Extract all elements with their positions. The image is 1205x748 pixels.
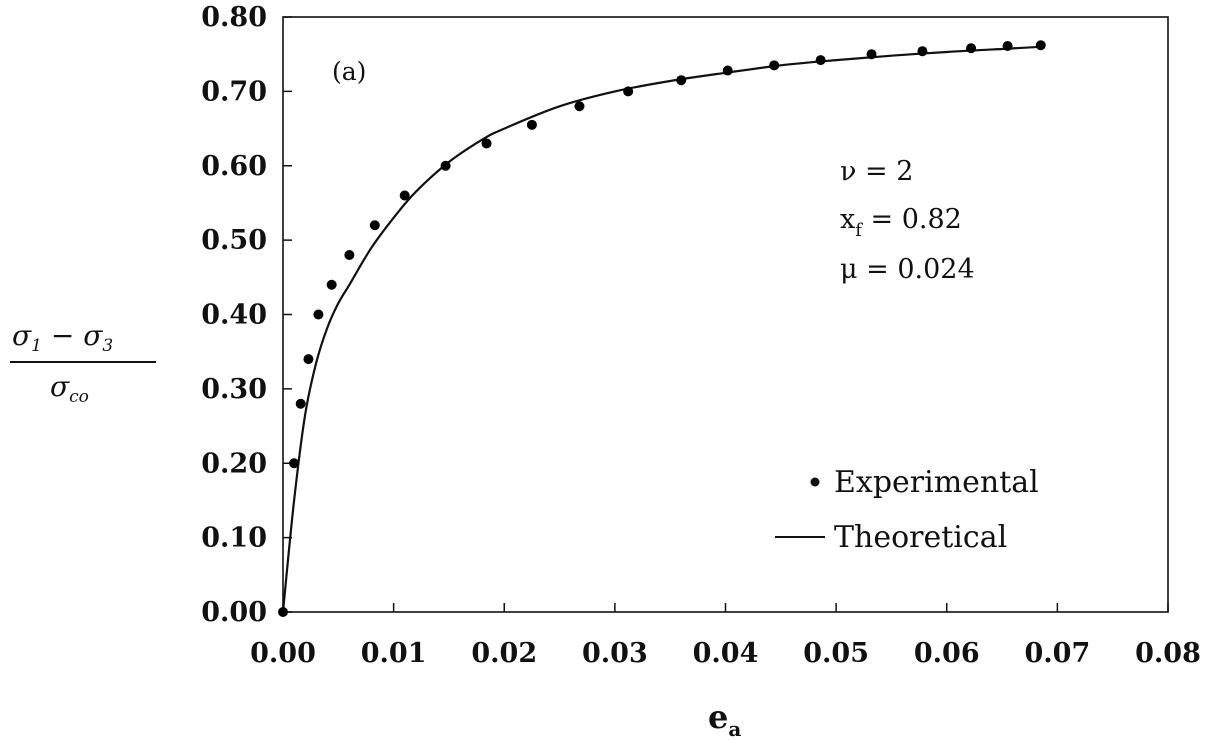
x-axis: 0.00 0.01 0.02 0.03 0.04 0.05 0.06 0.07 0.08 [250, 603, 1201, 669]
y-tick-label: 0.10 [201, 523, 267, 554]
experimental-point [676, 75, 687, 86]
experimental-point [574, 101, 585, 112]
panel-label: (a) [332, 57, 366, 86]
y-tick-label: 0.30 [201, 374, 267, 405]
y-axis: 0.00 0.10 0.20 0.30 0.40 0.50 0.60 0.70 0.80 [201, 2, 292, 628]
experimental-point [769, 60, 780, 71]
y-axis-label: σ1 − σ3 σco [10, 319, 156, 407]
x-tick-label: 0.01 [361, 638, 427, 669]
y-label-sub-1: 1 [31, 336, 42, 356]
legend-label-experimental: Experimental [834, 465, 1039, 500]
annotation-xf-value: = 0.82 [862, 204, 962, 235]
experimental-point [722, 65, 733, 76]
y-tick-label: 0.40 [201, 300, 267, 331]
x-tick-label: 0.05 [803, 638, 869, 669]
experimental-point [623, 86, 634, 97]
experimental-point [295, 398, 306, 409]
x-tick-label: 0.03 [582, 638, 648, 669]
annotation-xf: xf = 0.82 [840, 204, 962, 241]
x-tick-label: 0.07 [1024, 638, 1090, 669]
legend-marker-experimental [810, 477, 820, 487]
y-axis-label-numerator: σ1 − σ3 [12, 319, 113, 356]
experimental-point [966, 43, 977, 54]
y-tick-label: 0.70 [201, 76, 267, 107]
y-tick-label: 0.20 [201, 448, 267, 479]
experimental-point [399, 190, 410, 201]
y-label-sigma-1: σ [12, 319, 32, 352]
x-axis-label: ea [708, 698, 741, 741]
x-label-e: e [708, 698, 728, 736]
experimental-point [440, 160, 451, 171]
experimental-point [303, 354, 314, 365]
experimental-point [344, 250, 355, 260]
y-label-sub-co: co [69, 387, 89, 407]
annotation-mu: μ = 0.024 [840, 254, 975, 285]
y-axis-label-denominator: σco [50, 370, 89, 407]
theoretical-curve [281, 45, 1041, 613]
x-tick-label: 0.06 [914, 638, 980, 669]
experimental-point [1002, 41, 1013, 52]
y-label-sub-3: 3 [102, 336, 113, 356]
y-label-sigma-co: σ [50, 370, 70, 403]
x-tick-label: 0.08 [1135, 638, 1201, 669]
y-tick-label: 0.60 [201, 151, 267, 182]
y-tick-label: 0.80 [201, 2, 267, 33]
experimental-point [278, 607, 288, 617]
experimental-point [326, 279, 337, 290]
experimental-points [278, 40, 1046, 617]
experimental-point [369, 220, 380, 231]
x-tick-label: 0.02 [471, 638, 537, 669]
plot-frame [282, 16, 1169, 613]
x-tick-label: 0.04 [693, 638, 759, 669]
experimental-point [313, 309, 324, 320]
legend: Experimental Theoretical [775, 465, 1039, 555]
legend-label-theoretical: Theoretical [834, 520, 1007, 555]
y-label-minus-sigma: − σ [42, 319, 103, 352]
annotation-xf-base: x [840, 204, 855, 235]
experimental-point [481, 138, 492, 149]
experimental-point [815, 55, 826, 66]
y-tick-label: 0.00 [201, 597, 267, 628]
experimental-point [526, 119, 537, 130]
annotation-xf-sub: f [855, 220, 863, 241]
experimental-point [917, 46, 928, 57]
experimental-point [866, 49, 877, 60]
x-label-sub-a: a [728, 717, 741, 741]
x-tick-label: 0.00 [250, 638, 316, 669]
y-tick-label: 0.50 [201, 225, 267, 256]
experimental-point [1035, 40, 1046, 51]
annotation-nu: ν = 2 [840, 156, 913, 187]
experimental-point [289, 458, 300, 469]
